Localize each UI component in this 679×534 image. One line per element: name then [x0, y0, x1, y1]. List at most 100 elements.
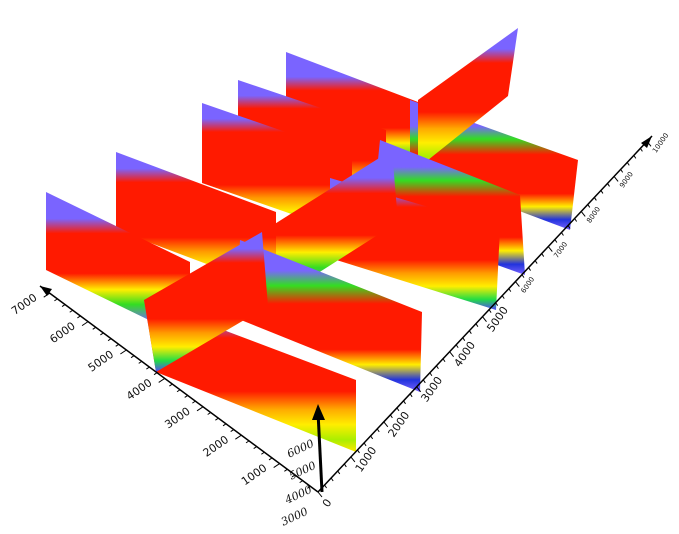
x-minor-tick: [620, 169, 624, 173]
x-tick-label: 5000: [484, 304, 511, 334]
y-minor-tick: [215, 417, 219, 421]
y-minor-tick: [291, 474, 296, 478]
x-tick-label: 0: [320, 497, 335, 510]
x-minor-tick: [396, 407, 400, 412]
y-minor-tick: [253, 446, 257, 449]
x-minor-tick: [324, 484, 327, 489]
z-tick-label: 4000: [282, 483, 314, 507]
x-tick-mark: [646, 141, 652, 147]
y-minor-tick: [61, 304, 66, 307]
x-minor-tick: [488, 309, 492, 313]
x-tick-mark: [613, 176, 619, 182]
x-minor-tick: [455, 344, 459, 349]
x-minor-tick: [639, 148, 643, 152]
y-minor-tick: [307, 485, 311, 489]
x-tick-label: 9000: [618, 170, 635, 189]
x-minor-tick: [363, 442, 367, 447]
y-minor-tick: [54, 298, 58, 302]
y-minor-tick: [284, 468, 288, 472]
x-tick-mark: [482, 316, 487, 322]
x-tick-label: 1000: [353, 444, 380, 474]
x-minor-tick: [561, 232, 564, 236]
y-minor-tick: [130, 355, 135, 359]
x-minor-tick: [574, 218, 578, 222]
x-minor-tick: [389, 414, 393, 419]
x-tick-label: 4000: [451, 339, 478, 369]
x-tick-mark: [317, 491, 323, 498]
z-axis-arrow: [312, 404, 325, 420]
y-minor-tick: [230, 429, 234, 432]
x-minor-tick: [567, 225, 571, 229]
y-minor-tick: [176, 389, 181, 393]
fence-panels: [46, 28, 578, 452]
x-tick-label: 7000: [552, 240, 569, 259]
x-tick-label: 3000: [419, 374, 446, 404]
y-minor-tick: [69, 309, 74, 313]
y-minor-tick: [261, 451, 265, 455]
x-minor-tick: [403, 400, 406, 405]
x-minor-tick: [593, 197, 597, 201]
y-tick-label: 1000: [239, 461, 269, 488]
x-tick-label: 8000: [585, 205, 602, 224]
x-minor-tick: [508, 288, 512, 292]
fence-panel-y-2000-front: [236, 240, 422, 392]
z-tick-label: 6000: [285, 437, 316, 461]
x-minor-tick: [429, 372, 433, 377]
x-minor-tick: [495, 302, 499, 306]
y-minor-tick: [100, 332, 104, 336]
x-tick-label: 2000: [386, 409, 413, 439]
x-minor-tick: [370, 435, 374, 440]
x-minor-tick: [528, 267, 531, 271]
x-minor-tick: [633, 155, 637, 159]
x-minor-tick: [587, 204, 591, 208]
x-tick-label: 6000: [519, 276, 536, 295]
y-minor-tick: [299, 480, 303, 484]
y-minor-tick: [77, 315, 81, 319]
x-minor-tick: [475, 323, 479, 327]
y-tick-label: 6000: [47, 319, 77, 346]
y-tick-label: 2000: [201, 433, 231, 460]
x-tick-mark: [449, 351, 454, 358]
x-minor-tick: [521, 274, 525, 278]
y-minor-tick: [192, 400, 196, 404]
y-minor-tick: [184, 395, 188, 398]
x-tick-mark: [383, 421, 389, 428]
x-minor-tick: [534, 260, 538, 264]
x-tick-mark: [515, 281, 520, 287]
x-minor-tick: [462, 337, 466, 341]
x-axis-line: [317, 135, 653, 493]
y-minor-tick: [92, 326, 96, 330]
y-minor-tick: [138, 360, 142, 364]
x-tick-label: 10000: [651, 132, 670, 155]
x-tick-mark: [580, 211, 586, 217]
x-minor-tick: [554, 239, 558, 243]
y-minor-tick: [169, 383, 173, 387]
fence-panel-front-cross: [144, 232, 268, 372]
x-minor-tick: [337, 470, 341, 475]
x-minor-tick: [330, 477, 334, 482]
y-minor-tick: [222, 423, 227, 427]
y-minor-tick: [115, 343, 119, 347]
x-minor-tick: [600, 190, 604, 194]
z-axis-line: [316, 411, 324, 493]
z-tick-label: 3000: [279, 505, 310, 529]
y-tick-mark: [235, 434, 242, 440]
x-minor-tick: [422, 379, 426, 384]
x-minor-tick: [501, 295, 505, 299]
x-tick-mark: [350, 456, 356, 463]
y-tick-mark: [43, 292, 51, 298]
x-axis-arrow: [641, 136, 652, 148]
x-minor-tick: [607, 183, 610, 187]
x-minor-tick: [442, 358, 446, 363]
x-minor-tick: [468, 330, 472, 334]
z-tick-label: 5000: [287, 459, 318, 483]
x-minor-tick: [357, 449, 360, 454]
x-minor-tick: [376, 428, 380, 433]
x-tick-mark: [547, 246, 553, 252]
y-minor-tick: [153, 372, 158, 376]
y-minor-tick: [245, 440, 250, 444]
x-minor-tick: [436, 365, 439, 370]
x-minor-tick: [343, 463, 347, 468]
